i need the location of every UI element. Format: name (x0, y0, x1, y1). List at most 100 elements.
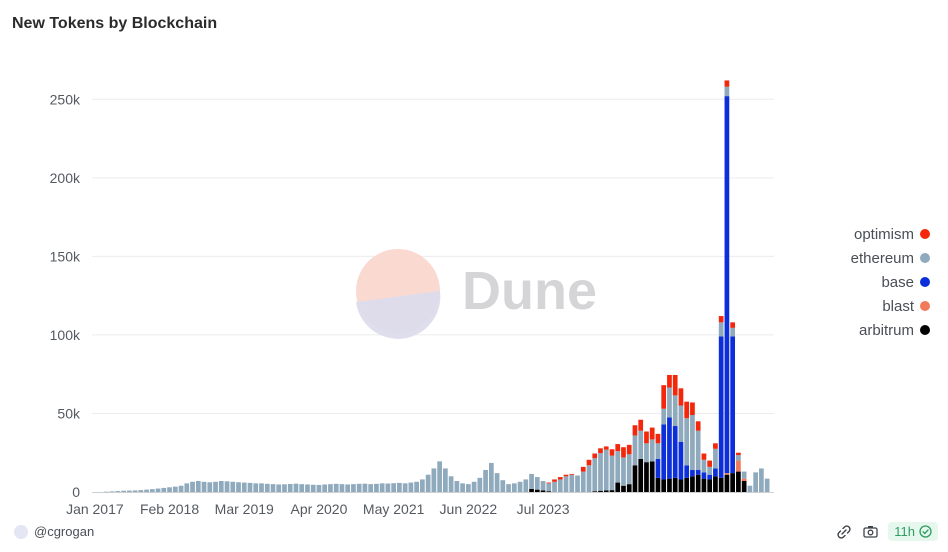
bar-optimism[interactable] (707, 460, 713, 467)
bar-arbitrum[interactable] (690, 476, 695, 492)
bar-ethereum[interactable] (672, 395, 678, 427)
bar-optimism[interactable] (563, 474, 569, 477)
bar-ethereum[interactable] (506, 484, 511, 492)
bar-ethereum[interactable] (213, 481, 218, 492)
bar-arbitrum[interactable] (534, 489, 540, 492)
bar-ethereum[interactable] (741, 471, 747, 479)
bar-optimism[interactable] (661, 385, 667, 409)
bar-ethereum[interactable] (529, 473, 534, 489)
bar-ethereum[interactable] (408, 482, 414, 492)
bar-optimism[interactable] (644, 431, 649, 444)
bar-ethereum[interactable] (259, 483, 264, 492)
bar-ethereum[interactable] (172, 486, 178, 492)
bar-ethereum[interactable] (287, 483, 293, 492)
bar-ethereum[interactable] (454, 481, 460, 492)
legend-item-blast[interactable]: blast (851, 294, 930, 318)
bar-ethereum[interactable] (126, 490, 132, 492)
bar-ethereum[interactable] (276, 484, 282, 492)
bar-ethereum[interactable] (500, 480, 506, 492)
bar-ethereum[interactable] (161, 487, 167, 492)
bar-arbitrum[interactable] (724, 474, 730, 492)
bar-optimism[interactable] (695, 421, 701, 431)
bar-ethereum[interactable] (713, 448, 718, 469)
bar-ethereum[interactable] (149, 489, 155, 492)
bar-base[interactable] (718, 336, 724, 478)
bar-optimism[interactable] (557, 477, 563, 480)
bar-ethereum[interactable] (339, 484, 345, 492)
bar-optimism[interactable] (701, 453, 707, 460)
bar-ethereum[interactable] (402, 483, 408, 492)
bar-ethereum[interactable] (649, 439, 655, 462)
bar-optimism[interactable] (569, 473, 575, 475)
bar-optimism[interactable] (718, 316, 724, 323)
bar-ethereum[interactable] (465, 484, 471, 492)
bar-base[interactable] (661, 424, 667, 480)
bar-optimism[interactable] (678, 388, 684, 406)
author-credit[interactable]: @cgrogan (14, 524, 94, 539)
bar-arbitrum[interactable] (736, 471, 741, 492)
bar-ethereum[interactable] (144, 489, 149, 492)
bar-arbitrum[interactable] (695, 474, 701, 492)
bar-ethereum[interactable] (494, 473, 500, 492)
bar-base[interactable] (713, 468, 718, 477)
bar-optimism[interactable] (603, 446, 609, 450)
bar-ethereum[interactable] (305, 484, 310, 492)
author-name[interactable]: @cgrogan (34, 524, 95, 539)
bar-arbitrum[interactable] (655, 477, 661, 492)
bar-ethereum[interactable] (626, 454, 632, 485)
bar-arbitrum[interactable] (621, 485, 626, 492)
bar-ethereum[interactable] (121, 490, 126, 492)
bar-ethereum[interactable] (747, 485, 753, 492)
bar-ethereum[interactable] (603, 449, 609, 491)
bar-ethereum[interactable] (546, 483, 552, 492)
legend-item-ethereum[interactable]: ethereum (851, 246, 930, 270)
bar-ethereum[interactable] (345, 484, 351, 492)
bar-ethereum[interactable] (414, 481, 419, 492)
bar-ethereum[interactable] (575, 475, 580, 492)
bar-ethereum[interactable] (270, 484, 276, 492)
bar-arbitrum[interactable] (741, 481, 747, 492)
bar-ethereum[interactable] (483, 470, 488, 492)
bar-arbitrum[interactable] (678, 479, 684, 492)
bar-ethereum[interactable] (736, 455, 741, 461)
bar-blast[interactable] (724, 473, 730, 475)
bar-optimism[interactable] (713, 443, 718, 449)
bar-ethereum[interactable] (609, 455, 615, 491)
bar-ethereum[interactable] (356, 483, 362, 492)
bar-ethereum[interactable] (448, 476, 454, 492)
bar-ethereum[interactable] (580, 471, 586, 492)
bar-arbitrum[interactable] (661, 479, 667, 492)
bar-ethereum[interactable] (224, 481, 230, 492)
bar-arbitrum[interactable] (718, 477, 724, 492)
bar-ethereum[interactable] (678, 405, 684, 442)
legend-item-base[interactable]: base (851, 270, 930, 294)
bar-ethereum[interactable] (115, 491, 121, 492)
bar-ethereum[interactable] (753, 472, 758, 492)
bar-ethereum[interactable] (397, 482, 402, 492)
legend-item-arbitrum[interactable]: arbitrum (851, 318, 930, 342)
bar-ethereum[interactable] (718, 322, 724, 337)
bar-ethereum[interactable] (253, 483, 259, 492)
bar-ethereum[interactable] (443, 468, 448, 492)
bar-arbitrum[interactable] (638, 459, 644, 492)
bar-ethereum[interactable] (598, 453, 603, 491)
bar-ethereum[interactable] (488, 462, 494, 492)
bar-ethereum[interactable] (534, 477, 540, 490)
bar-ethereum[interactable] (511, 483, 517, 492)
bar-arbitrum[interactable] (546, 491, 552, 492)
bar-ethereum[interactable] (667, 387, 672, 418)
bar-ethereum[interactable] (632, 435, 638, 466)
bar-arbitrum[interactable] (713, 476, 718, 492)
bar-ethereum[interactable] (661, 408, 667, 425)
bar-ethereum[interactable] (471, 481, 477, 492)
bar-ethereum[interactable] (195, 481, 201, 492)
bar-ethereum[interactable] (218, 481, 224, 492)
bar-ethereum[interactable] (167, 487, 172, 492)
bar-ethereum[interactable] (621, 457, 626, 486)
bar-optimism[interactable] (609, 449, 615, 456)
bar-ethereum[interactable] (523, 479, 529, 492)
bar-ethereum[interactable] (241, 482, 247, 492)
bar-arbitrum[interactable] (684, 477, 690, 492)
bar-ethereum[interactable] (684, 418, 690, 466)
bar-ethereum[interactable] (695, 430, 701, 471)
